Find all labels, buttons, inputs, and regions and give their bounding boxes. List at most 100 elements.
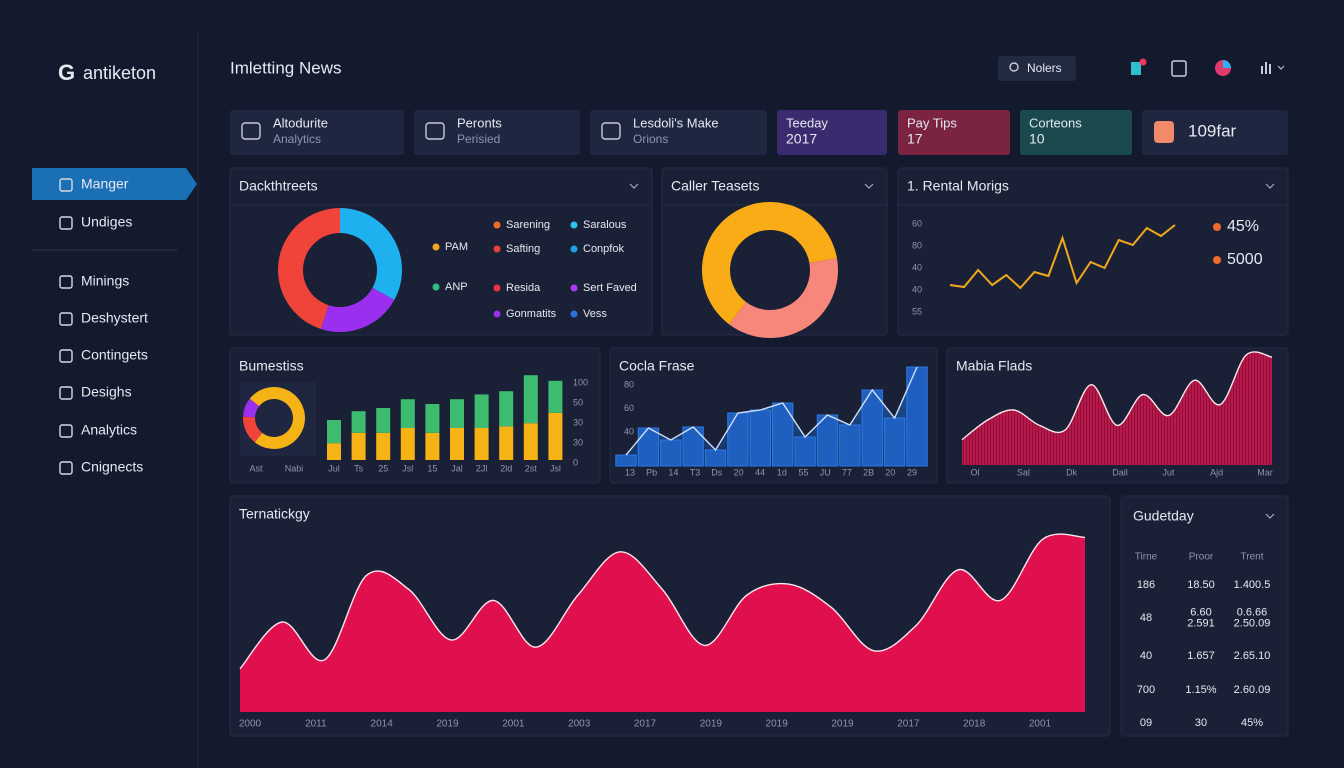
stat-card[interactable]	[1020, 110, 1132, 155]
sidebar-icon	[59, 275, 73, 289]
sidebar-icon	[59, 424, 73, 438]
legend-label: Gonmatits	[506, 308, 557, 320]
search-button[interactable]	[998, 56, 1076, 81]
bar	[682, 426, 704, 467]
document-icon[interactable]	[1171, 60, 1187, 77]
table-header: Trent	[1241, 552, 1264, 563]
panel-chevron[interactable]	[864, 183, 874, 189]
stat-card[interactable]	[414, 110, 580, 155]
x-tick-label: 2ld	[500, 463, 512, 473]
sidebar	[0, 0, 198, 768]
y-tick-label: 40	[912, 262, 922, 272]
legend-label: Sarening	[506, 219, 550, 231]
stat-card[interactable]	[230, 110, 404, 155]
sidebar-item[interactable]: Undiges	[81, 214, 132, 230]
x-tick-label: 20	[885, 467, 895, 477]
brand-name: antiketon	[83, 63, 156, 83]
x-tick-label: 2011	[305, 719, 327, 730]
sidebar-item[interactable]: Analytics	[81, 422, 137, 438]
legend-label: 45%	[1227, 218, 1259, 235]
table-cell: 2.65.10	[1234, 650, 1271, 662]
sidebar-icon	[59, 312, 73, 326]
card-icon	[241, 122, 261, 140]
card-value: 109far	[1188, 121, 1237, 140]
panel-chevron[interactable]	[1265, 513, 1275, 519]
y-tick-label: 100	[573, 377, 588, 387]
table-cell: 186	[1137, 579, 1155, 591]
table-cell: 48	[1140, 612, 1152, 624]
stats-chevron[interactable]	[1277, 65, 1285, 70]
area-line	[239, 533, 1086, 670]
bar-segment	[450, 428, 464, 460]
sidebar-item[interactable]: Contingets	[81, 347, 148, 363]
panel-title: Caller Teasets	[671, 178, 759, 194]
stat-card[interactable]	[590, 110, 767, 155]
bar-segment	[523, 375, 538, 424]
sidebar-item[interactable]: Manger	[81, 176, 129, 192]
card-icon	[601, 122, 621, 140]
y-tick-label: 40	[624, 426, 634, 436]
legend-label: PAM	[445, 241, 468, 253]
card-title: Teeday	[786, 115, 828, 130]
x-tick-label: 2017	[634, 719, 657, 730]
card-subtitle: 10	[1029, 131, 1045, 147]
bar-segment	[376, 432, 391, 460]
notification-icon[interactable]	[1131, 62, 1141, 75]
stat-card[interactable]	[777, 110, 887, 155]
legend-label: Safting	[506, 243, 540, 255]
y-tick-label: 80	[624, 379, 634, 389]
donut-segment	[277, 208, 340, 329]
x-tick-label: T3	[690, 467, 701, 477]
x-tick-label: 2st	[525, 463, 538, 473]
legend-label: Resida	[506, 282, 541, 294]
table-cell: 2.50.09	[1234, 617, 1271, 629]
bar-segment	[327, 420, 341, 444]
notification-badge	[1139, 58, 1147, 66]
bar	[727, 412, 749, 467]
panel-chevron[interactable]	[629, 183, 639, 189]
page-title: Imletting News	[230, 58, 341, 77]
x-tick-label: Ajd	[1210, 467, 1223, 477]
x-tick-label: 2001	[502, 719, 525, 730]
panel-chevron[interactable]	[1265, 183, 1275, 189]
table-cell: 30	[1195, 717, 1207, 729]
stat-card[interactable]	[1142, 110, 1288, 155]
sidebar-item[interactable]: Desighs	[81, 384, 132, 400]
card-title: Pay Tips	[907, 115, 957, 130]
bar-segment	[548, 380, 563, 413]
x-tick-label: Jsl	[550, 463, 561, 473]
donut-segment	[729, 258, 839, 339]
legend-label: Saralous	[583, 219, 627, 231]
sidebar-item[interactable]: Minings	[81, 273, 129, 289]
legend-label: 5000	[1227, 251, 1263, 268]
table-cell: 09	[1140, 717, 1152, 729]
legend-label: Vess	[583, 308, 607, 320]
bar-segment	[499, 426, 514, 460]
y-tick-label: 30	[573, 437, 583, 447]
line-series	[949, 224, 1176, 290]
sidebar-item[interactable]: Cnignects	[81, 459, 143, 475]
x-tick-label: 14	[668, 467, 678, 477]
table-cell: 0.6.66	[1237, 606, 1268, 618]
x-tick-label: Ol	[971, 467, 980, 477]
sidebar-active[interactable]	[32, 168, 197, 200]
stats-icon[interactable]	[1261, 62, 1271, 74]
stat-card[interactable]	[898, 110, 1010, 155]
x-tick-label: 2019	[831, 719, 854, 730]
card-icon	[425, 122, 445, 140]
x-tick-label: 1d	[777, 467, 787, 477]
sidebar-item[interactable]: Deshystert	[81, 310, 148, 326]
bar-segment	[376, 408, 391, 433]
legend-dot	[570, 245, 578, 253]
y-tick-label: 50	[573, 397, 583, 407]
bar	[839, 424, 861, 467]
legend-dot	[493, 221, 501, 229]
bar	[749, 409, 771, 467]
x-tick-label: 2019	[766, 719, 789, 730]
x-tick-label: 2Jl	[476, 463, 488, 473]
table-cell: 1.15%	[1185, 684, 1216, 696]
card-subtitle: 17	[907, 131, 923, 147]
bar-segment	[474, 428, 489, 460]
x-tick-label: 2018	[963, 719, 986, 730]
x-tick-label: 20	[733, 467, 743, 477]
